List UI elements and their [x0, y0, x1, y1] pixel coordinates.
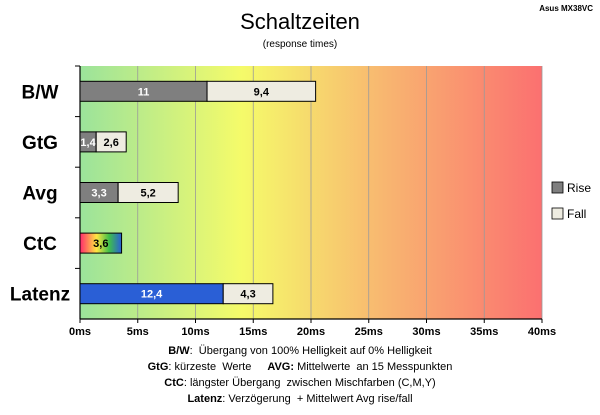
bar-rise-label: 3,3	[91, 188, 106, 200]
x-tick-label: 5ms	[127, 326, 149, 338]
footnote-latenz-key: Latenz	[187, 393, 223, 405]
footnote-bw-text: : Übergang von 100% Helligkeit auf 0% He…	[189, 345, 432, 357]
x-tick-label: 10ms	[181, 326, 209, 338]
footnote-bw-key: B/W	[168, 345, 190, 357]
category-label: CtC	[23, 234, 57, 255]
bar-rise	[79, 232, 123, 254]
category-label: Latenz	[10, 285, 70, 306]
footnote-gtg-avg: GtG: kürzeste Werte AVG: Mittelwerte an 1…	[0, 359, 600, 375]
bar-fall-label: 2,6	[104, 137, 119, 149]
chart-subtitle: (response times)	[263, 39, 337, 50]
x-tick-label: 30ms	[412, 326, 440, 338]
bar-fall	[95, 131, 127, 153]
footnote-avg-text: Mittelwerte an 15 Messpunkten	[294, 361, 453, 373]
footnote-latenz-text: : Verzögerung + Mittelwert Avg rise/fall	[222, 393, 413, 405]
bar-fall-label: 9,4	[254, 86, 270, 98]
footnote-latenz: Latenz: Verzögerung + Mittelwert Avg ris…	[0, 391, 600, 407]
footnote-gtg-text: : kürzeste Werte	[168, 361, 252, 373]
footnote-ctc-text: : längster Übergang zwischen Mischfarben…	[183, 377, 436, 389]
x-tick-label: 20ms	[297, 326, 325, 338]
footnote-bw: B/W: Übergang von 100% Helligkeit auf 0%…	[0, 343, 600, 359]
bar-series: 11 9,4 1,4 2,6 3,3 5,2 3,6 12,4 4,3	[79, 80, 317, 305]
grid-lines	[137, 66, 543, 319]
category-label: GtG	[22, 133, 58, 154]
x-tick-label: 40ms	[528, 326, 556, 338]
bar-rise-label: 1,4	[80, 137, 96, 149]
category-labels: B/W GtG Avg CtC Latenz	[10, 82, 70, 305]
response-time-chart: Schaltzeiten (response times) Asus MX38V…	[10, 4, 593, 338]
footnote-ctc-key: CtC	[164, 377, 184, 389]
chart-footnotes: B/W: Übergang von 100% Helligkeit auf 0%…	[0, 343, 600, 407]
chart-title: Schaltzeiten	[240, 9, 360, 34]
bar-fall-label: 4,3	[240, 289, 255, 301]
bar-rise-label: 12,4	[141, 289, 163, 301]
footnote-avg-key: AVG:	[267, 361, 295, 373]
legend-swatch-fall	[551, 207, 564, 220]
category-label: Avg	[22, 184, 57, 205]
x-tick-label: 15ms	[239, 326, 267, 338]
legend-label-rise: Rise	[567, 181, 591, 195]
legend-label-fall: Fall	[567, 207, 586, 221]
bar-fall	[222, 283, 274, 305]
legend-swatch-rise	[551, 181, 564, 194]
x-tick-label: 0ms	[69, 326, 91, 338]
footnote-gtg-key: GtG	[147, 361, 169, 373]
corner-label: Asus MX38VC	[539, 4, 593, 13]
footnote-ctc: CtC: längster Übergang zwischen Mischfar…	[0, 375, 600, 391]
bar-fall	[206, 80, 317, 102]
category-label: B/W	[22, 82, 59, 103]
x-tick-label: 35ms	[470, 326, 498, 338]
bar-fall-label: 5,2	[140, 188, 155, 200]
bar-rise-label: 3,6	[93, 238, 108, 250]
legend: Rise Fall	[551, 181, 591, 221]
x-tick-label: 25ms	[355, 326, 383, 338]
bar-rise-label: 11	[138, 86, 150, 98]
bar-fall	[117, 182, 179, 203]
